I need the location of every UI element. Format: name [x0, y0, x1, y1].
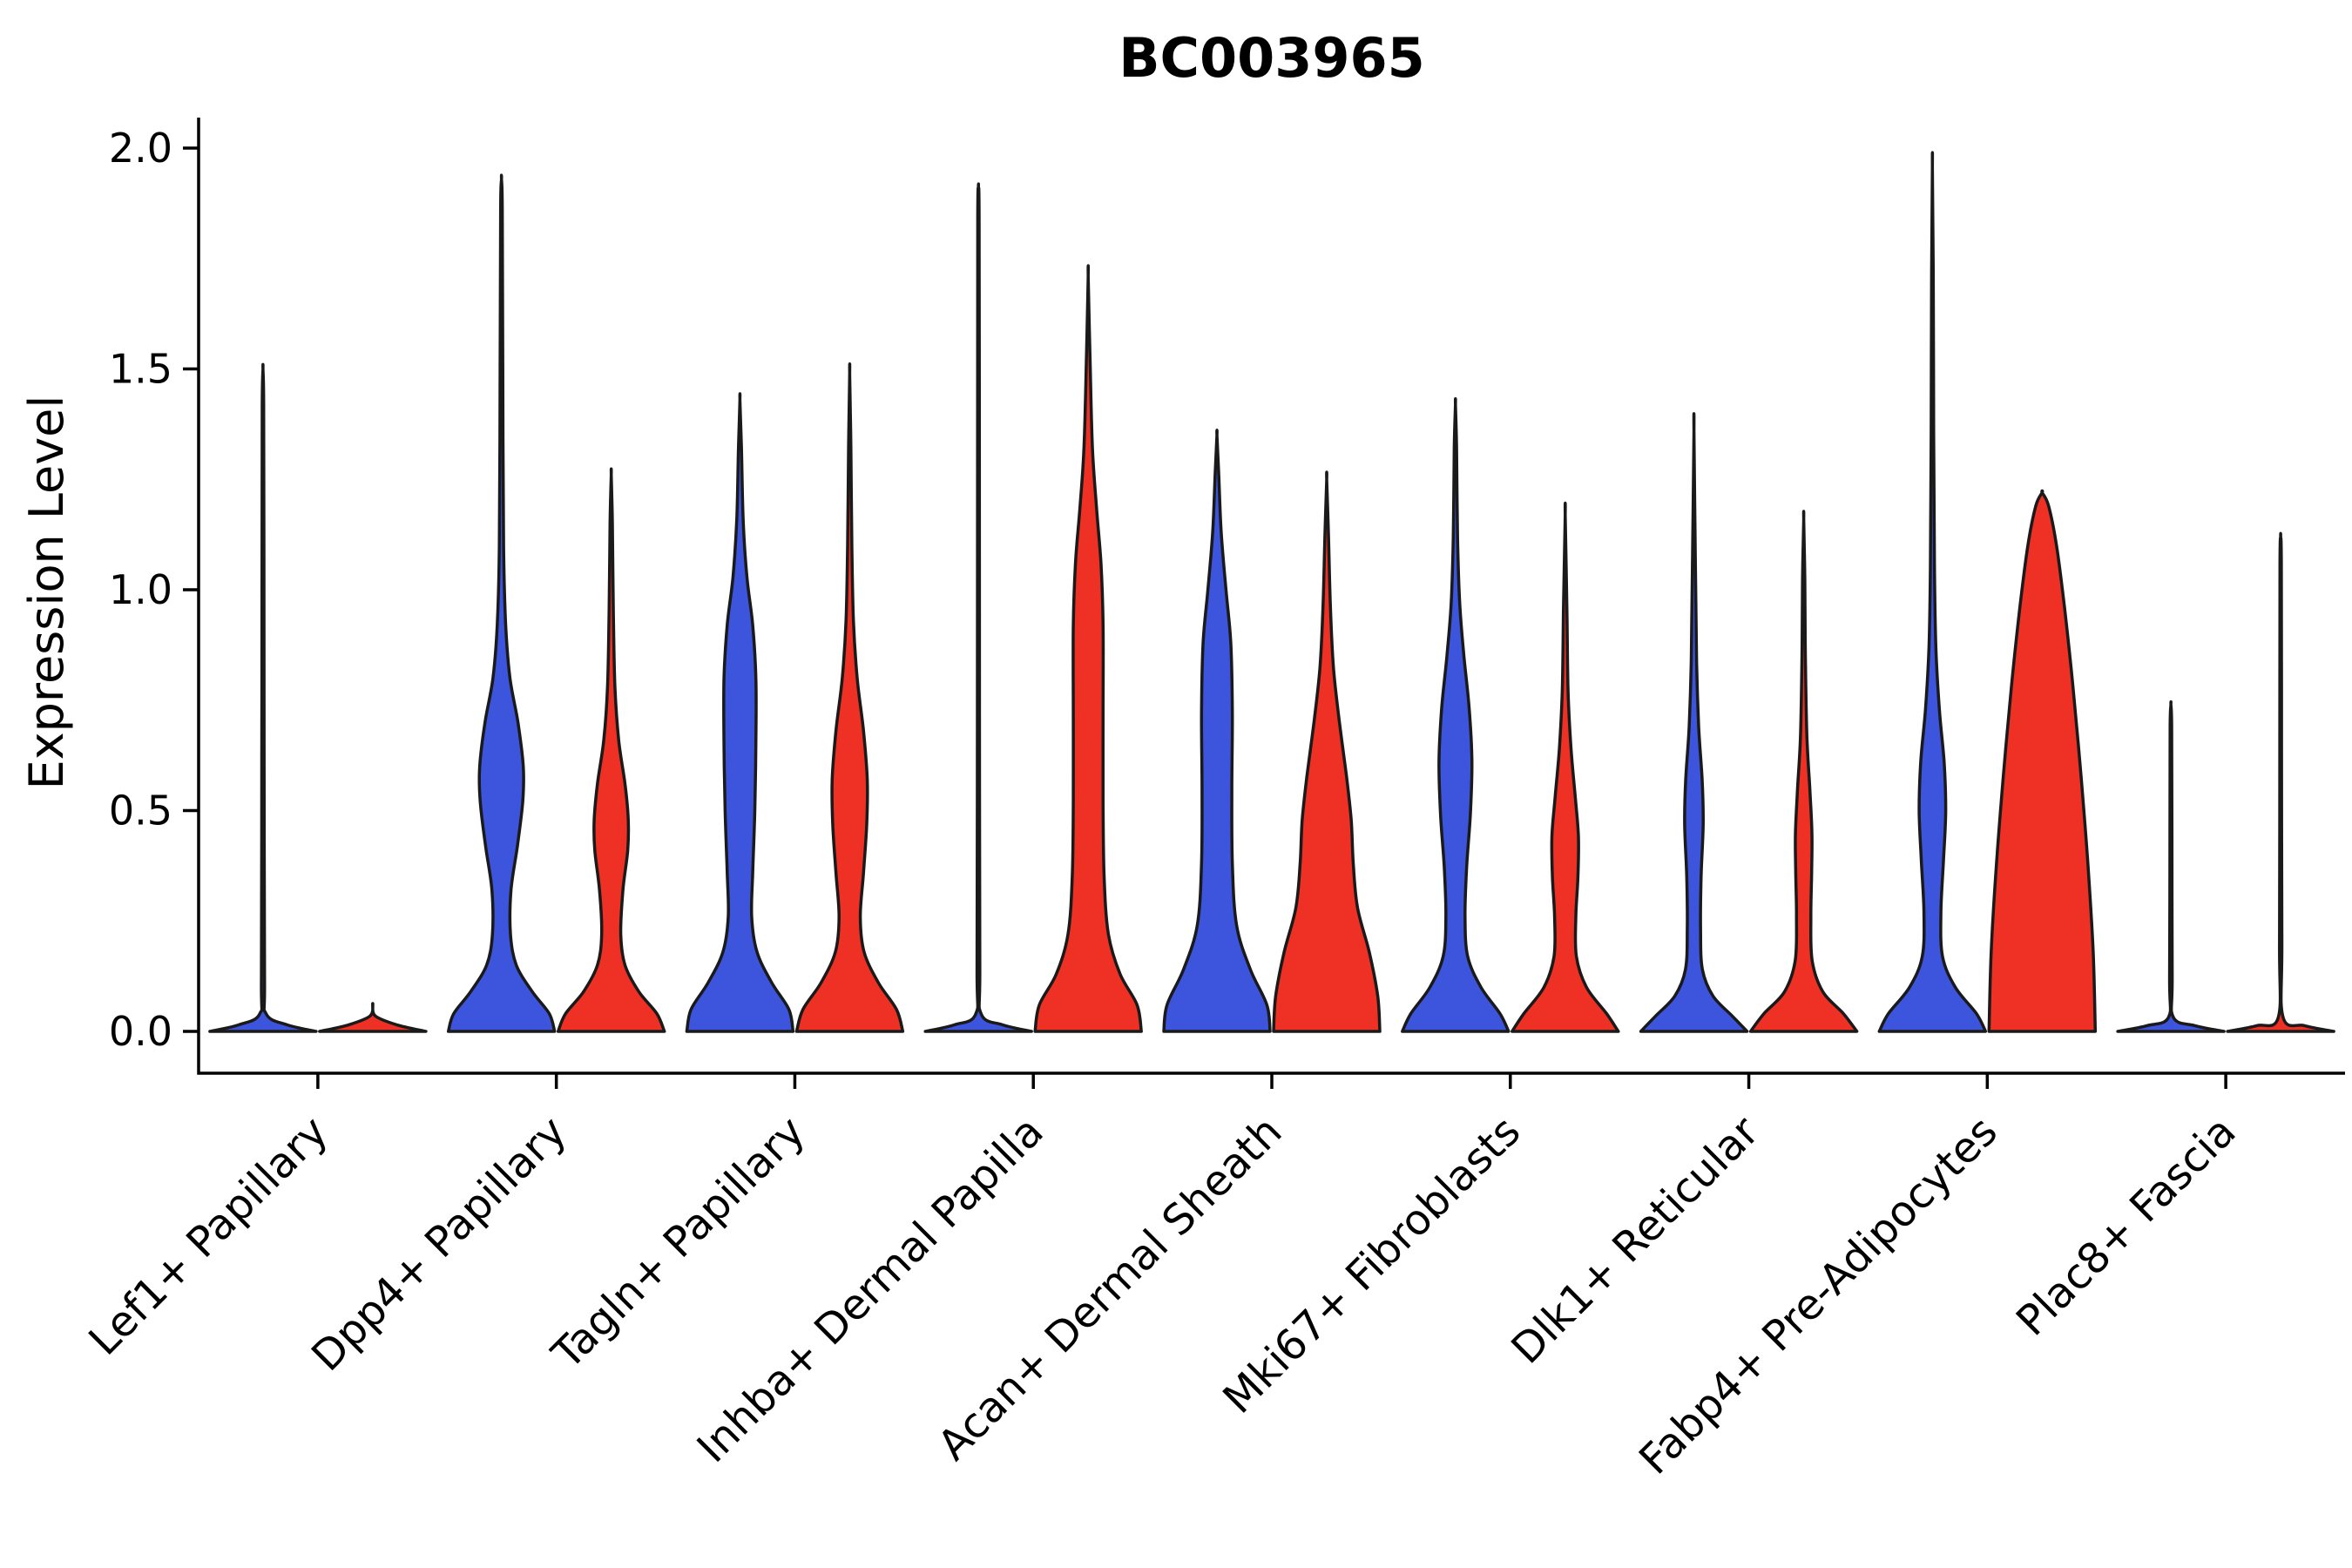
violin-8-red	[2226, 531, 2335, 1033]
violin-6-red	[1748, 510, 1859, 1033]
violin-3-blue	[923, 182, 1033, 1033]
violin-7-red	[1987, 489, 2098, 1033]
y-tick-label: 2.0	[109, 125, 172, 172]
violin-1-blue	[446, 173, 557, 1033]
violin-4-blue	[1162, 429, 1272, 1033]
violin-2-red	[794, 362, 905, 1033]
x-tick-label: Dlk1+ Reticular	[1502, 1107, 1768, 1374]
violin-8-blue	[2116, 700, 2226, 1033]
violin-2-blue	[685, 392, 795, 1033]
y-axis-label: Expression Level	[19, 395, 74, 790]
y-tick-label: 1.0	[109, 566, 172, 613]
violin-6-blue	[1639, 412, 1749, 1033]
violin-1-red	[556, 467, 666, 1033]
x-tick-label: Plac8+ Fascia	[2007, 1107, 2246, 1346]
violin-7-blue	[1877, 151, 1988, 1033]
violin-3-red	[1033, 264, 1143, 1033]
y-tick-label: 0.0	[109, 1008, 172, 1055]
x-tick-label: Lef1+ Papillary	[79, 1107, 337, 1365]
y-tick-label: 1.5	[109, 346, 172, 393]
violin-5-red	[1511, 501, 1620, 1033]
x-tick-label: Tagln+ Papillary	[543, 1107, 814, 1379]
axis-spines	[197, 118, 2345, 1075]
violin-0-red	[318, 1002, 428, 1033]
violin-4-red	[1272, 470, 1382, 1033]
y-tick-label: 0.5	[109, 787, 172, 835]
violin-5-blue	[1401, 396, 1511, 1033]
violin-0-blue	[208, 362, 318, 1033]
x-tick-label: Dpp4+ Papillary	[302, 1107, 576, 1381]
chart-title: BC003965	[1119, 26, 1425, 90]
